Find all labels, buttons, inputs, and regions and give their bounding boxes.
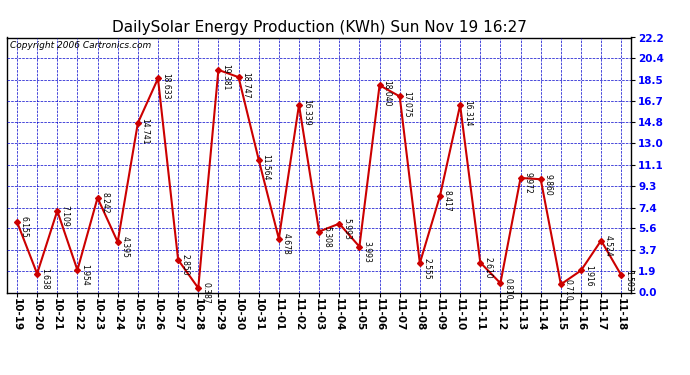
Text: 1.916: 1.916 (584, 265, 593, 286)
Text: 6.155: 6.155 (20, 216, 29, 238)
Text: 14.741: 14.741 (141, 118, 150, 144)
Text: 18.633: 18.633 (161, 73, 170, 99)
Text: 18.040: 18.040 (382, 80, 391, 106)
Text: 7.109: 7.109 (60, 205, 69, 227)
Text: 9.972: 9.972 (523, 172, 533, 194)
Text: 5.993: 5.993 (342, 218, 351, 240)
Text: 8.242: 8.242 (100, 192, 109, 214)
Text: 4.395: 4.395 (121, 237, 130, 258)
Text: 11.564: 11.564 (262, 154, 270, 181)
Text: 0.387: 0.387 (201, 282, 210, 304)
Text: 19.381: 19.381 (221, 64, 230, 91)
Text: 17.075: 17.075 (402, 91, 411, 117)
Text: 1.638: 1.638 (40, 268, 49, 290)
Text: 16.339: 16.339 (302, 99, 310, 126)
Text: 4.678: 4.678 (282, 233, 290, 255)
Text: 4.524: 4.524 (604, 235, 613, 257)
Text: 1.503: 1.503 (624, 270, 633, 291)
Text: 2.610: 2.610 (483, 257, 492, 279)
Text: 0.810: 0.810 (503, 278, 512, 299)
Text: 9.860: 9.860 (544, 174, 553, 195)
Text: 8.417: 8.417 (443, 190, 452, 212)
Text: Copyright 2006 Cartronics.com: Copyright 2006 Cartronics.com (10, 41, 151, 50)
Text: 16.314: 16.314 (463, 99, 472, 126)
Text: 18.747: 18.747 (241, 72, 250, 98)
Title: DailySolar Energy Production (KWh) Sun Nov 19 16:27: DailySolar Energy Production (KWh) Sun N… (112, 20, 526, 35)
Text: 1.954: 1.954 (80, 264, 89, 286)
Text: 0.710: 0.710 (564, 279, 573, 300)
Text: 2.850: 2.850 (181, 254, 190, 276)
Text: 2.555: 2.555 (422, 258, 432, 279)
Text: 3.993: 3.993 (362, 241, 371, 263)
Text: 5.308: 5.308 (322, 226, 331, 248)
